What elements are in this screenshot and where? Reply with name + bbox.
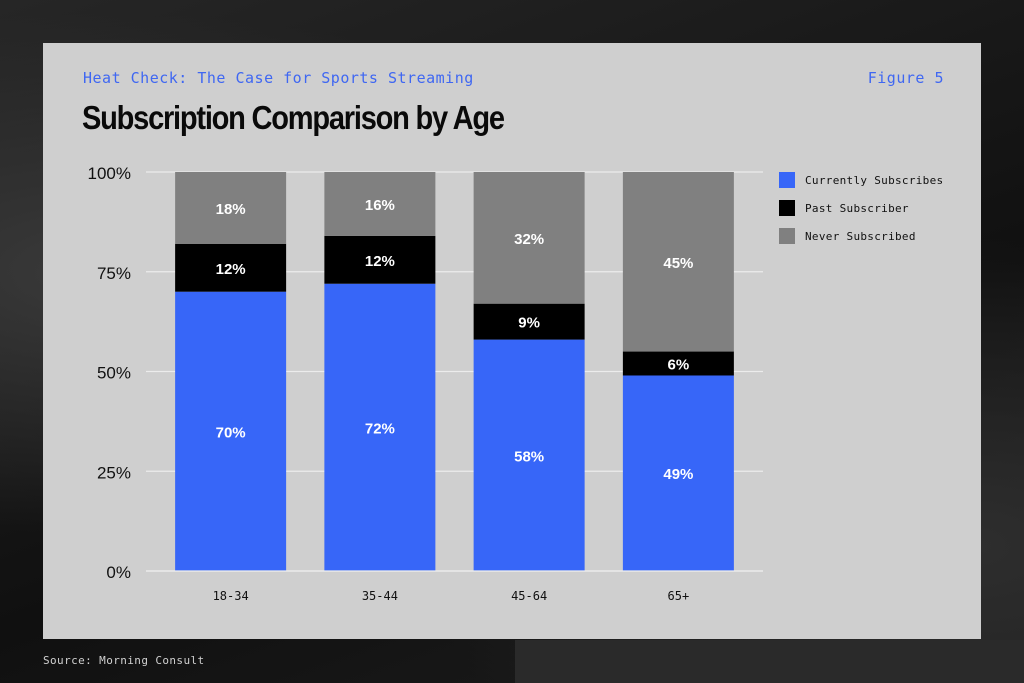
bar-never [473,172,585,304]
bar-past [324,235,436,284]
x-tick-label: 18-34 [213,589,249,603]
legend-swatch-past [779,200,795,216]
data-label: 12% [216,261,246,278]
y-tick-label: 75% [97,264,131,283]
data-label: 70% [216,424,246,441]
chart-title: Subscription Comparison by Age [82,99,505,136]
stacked-bar-chart: 70% 12% 18% 72% 12% 16% 58% 9% 32% 49% 6% 45% 0% 25%… [88,164,763,603]
x-tick-label: 45-64 [511,589,547,603]
bar-past [622,351,734,376]
y-tick-label: 0% [106,563,131,582]
bars [175,172,734,571]
legend-item-currently: Currently Subscribes [779,171,943,189]
bar-past [175,243,287,292]
x-tick-label: 35-44 [362,589,398,603]
bar-never [622,172,734,352]
background-strip [515,640,1024,683]
data-label: 9% [518,315,540,332]
figure-label: Figure 5 [867,69,944,87]
legend-label-past: Past Subscriber [805,201,909,215]
data-label: 16% [365,197,395,214]
report-kicker: Heat Check: The Case for Sports Streamin… [83,69,474,87]
legend-label-currently: Currently Subscribes [805,173,944,187]
legend-swatch-never [779,228,795,244]
data-label: 45% [663,255,693,272]
bar-currently [473,339,585,571]
legend-item-never: Never Subscribed [779,227,943,245]
data-labels: 70% 12% 18% 72% 12% 16% 58% 9% 32% 49% 6% 45% [216,197,694,483]
y-tick-label: 25% [97,463,131,482]
legend-item-past: Past Subscriber [779,199,943,217]
bar-currently [622,375,734,571]
data-label: 6% [668,357,690,374]
bar-never [324,172,436,236]
bar-currently [175,291,287,571]
data-label: 18% [216,201,246,218]
bar-currently [324,283,436,571]
axes: 0% 25% 50% 75% 100% 18-34 35-44 45-64 65+ [88,164,763,603]
source-note: Source: Morning Consult [43,654,205,667]
legend-label-never: Never Subscribed [805,229,916,243]
bar-past [473,303,585,340]
legend: Currently Subscribes Past Subscriber Nev… [779,171,943,255]
legend-swatch-currently [779,172,795,188]
data-label: 58% [514,448,544,465]
y-tick-label: 100% [88,164,131,183]
chart-panel: Heat Check: The Case for Sports Streamin… [43,43,981,639]
x-tick-label: 65+ [668,589,690,603]
data-label: 49% [663,466,693,483]
data-label: 72% [365,420,395,437]
bar-never [175,172,287,244]
data-label: 12% [365,253,395,270]
data-label: 32% [514,231,544,248]
y-tick-label: 50% [97,364,131,383]
